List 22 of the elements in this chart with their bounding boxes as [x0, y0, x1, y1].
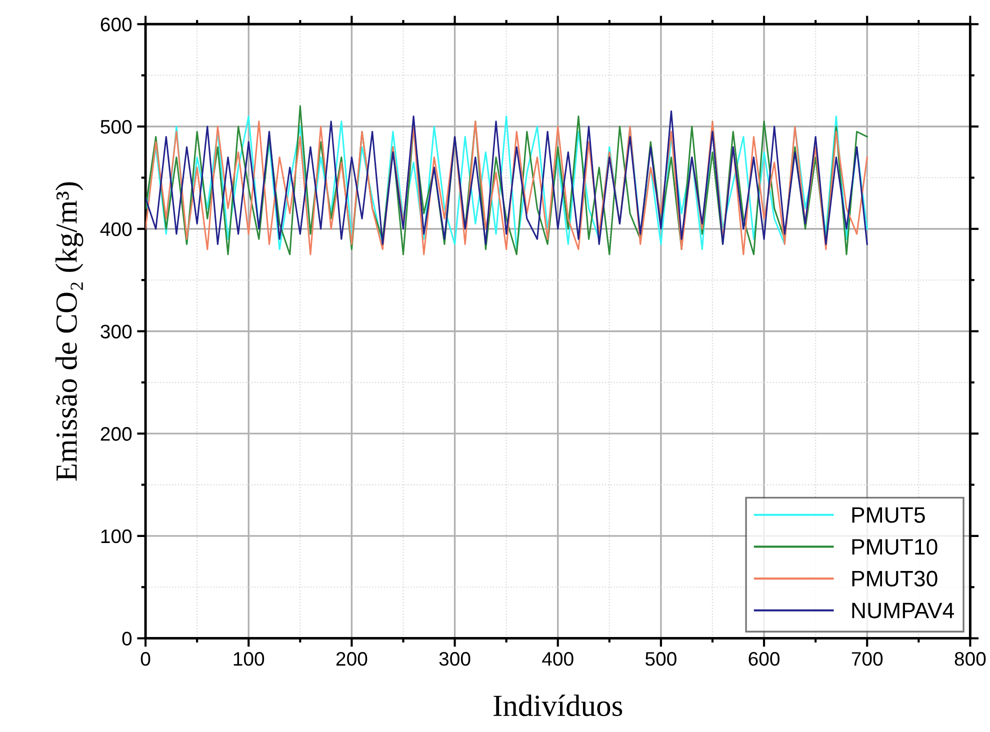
legend-label: PMUT10 [852, 538, 938, 555]
y-tick-label: 300 [100, 324, 132, 338]
x-tick-label: 200 [336, 652, 368, 666]
y-tick-label: 600 [100, 18, 132, 32]
x-tick-label: 0 [140, 652, 150, 666]
y-tick-label: 100 [101, 529, 132, 544]
legend-label: NUMPAV4 [852, 602, 954, 618]
x-tick-label: 500 [646, 652, 676, 666]
y-tick-label: 200 [100, 427, 132, 441]
x-tick-label: 800 [954, 652, 986, 666]
x-tick-label: 300 [439, 652, 470, 666]
y-tick-label: 500 [100, 120, 132, 134]
legend-label: PMUT5 [852, 507, 925, 523]
x-tick-label: 700 [852, 652, 883, 666]
legend-label: PMUT30 [852, 570, 938, 587]
x-tick-label: 400 [542, 652, 574, 666]
y-tick-label: 0 [122, 632, 132, 646]
y-tick-label: 400 [100, 222, 132, 236]
y-axis-title: Emissão de CO₂ (kg/m³) [55, 182, 84, 481]
x-tick-label: 600 [748, 652, 780, 666]
x-axis-title: Indivíduos [494, 694, 622, 716]
x-tick-label: 100 [234, 652, 264, 666]
